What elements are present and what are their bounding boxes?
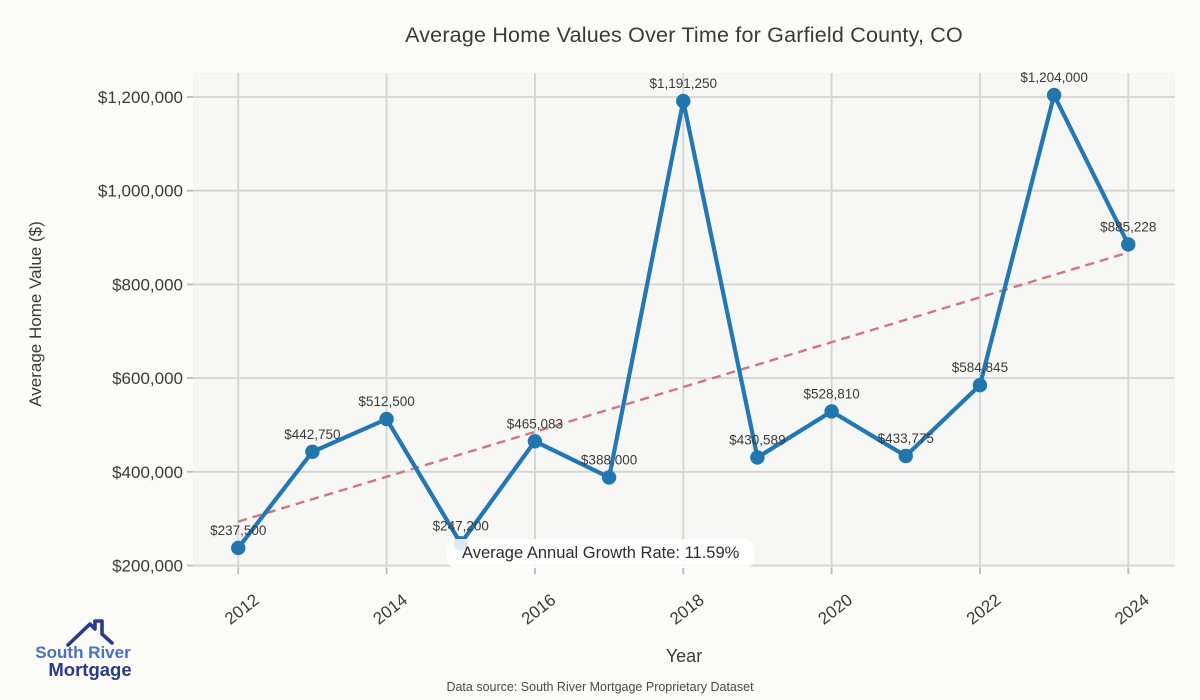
- house-roof-icon: [66, 619, 114, 647]
- data-point-label: $528,810: [803, 386, 859, 401]
- growth-rate-annotation: Average Annual Growth Rate: 11.59%: [447, 539, 755, 568]
- x-tick-label: 2024: [1111, 590, 1153, 628]
- data-point-label: $1,191,250: [649, 76, 717, 91]
- x-tick-label: 2022: [963, 590, 1005, 628]
- logo-text-bottom: Mortgage: [48, 659, 131, 680]
- y-tick-label: $1,000,000: [98, 182, 183, 201]
- data-point-label: $584,845: [952, 360, 1008, 375]
- data-point: [750, 450, 765, 465]
- y-tick-label: $1,200,000: [98, 88, 183, 107]
- y-tick-label: $400,000: [112, 463, 183, 482]
- x-tick-label: 2014: [370, 590, 412, 628]
- data-point: [379, 411, 394, 427]
- data-point: [972, 377, 988, 393]
- x-tick-label: 2012: [221, 590, 263, 628]
- data-point: [898, 448, 913, 464]
- x-axis-title: Year: [665, 646, 703, 666]
- logo: South River Mortgage: [35, 619, 132, 680]
- data-point-label: $465,083: [507, 416, 563, 431]
- data-point-label: $247,200: [433, 518, 489, 533]
- data-point-label: $430,589: [729, 432, 785, 447]
- data-point: [1046, 87, 1062, 103]
- y-axis-title: Average Home Value ($): [26, 221, 45, 407]
- y-tick-label: $200,000: [112, 556, 183, 575]
- logo-text-top: South River: [35, 643, 131, 662]
- data-point-label: $885,228: [1100, 219, 1156, 234]
- data-point: [1121, 237, 1136, 252]
- data-point-label: $433,775: [878, 431, 934, 446]
- x-tick-label: 2020: [815, 590, 857, 628]
- y-tick-label: $600,000: [112, 369, 183, 388]
- data-point-label: $442,750: [284, 427, 340, 442]
- chart-title: Average Home Values Over Time for Garfie…: [405, 23, 963, 47]
- data-point: [527, 434, 543, 449]
- data-point: [824, 404, 839, 419]
- data-point-label: $512,500: [358, 394, 414, 409]
- x-tick-label: 2018: [666, 590, 708, 628]
- trend-line: [237, 251, 1129, 523]
- data-point-label: $1,204,000: [1020, 70, 1088, 85]
- y-tick-label: $800,000: [112, 275, 183, 294]
- data-point: [231, 540, 246, 556]
- data-point-label: $237,500: [210, 523, 266, 538]
- data-point: [676, 93, 691, 109]
- data-point-label: $388,000: [581, 452, 637, 467]
- data-point: [601, 470, 617, 485]
- x-tick-label: 2016: [518, 590, 560, 628]
- data-source-note: Data source: South River Mortgage Propri…: [446, 680, 754, 694]
- data-point: [305, 444, 320, 459]
